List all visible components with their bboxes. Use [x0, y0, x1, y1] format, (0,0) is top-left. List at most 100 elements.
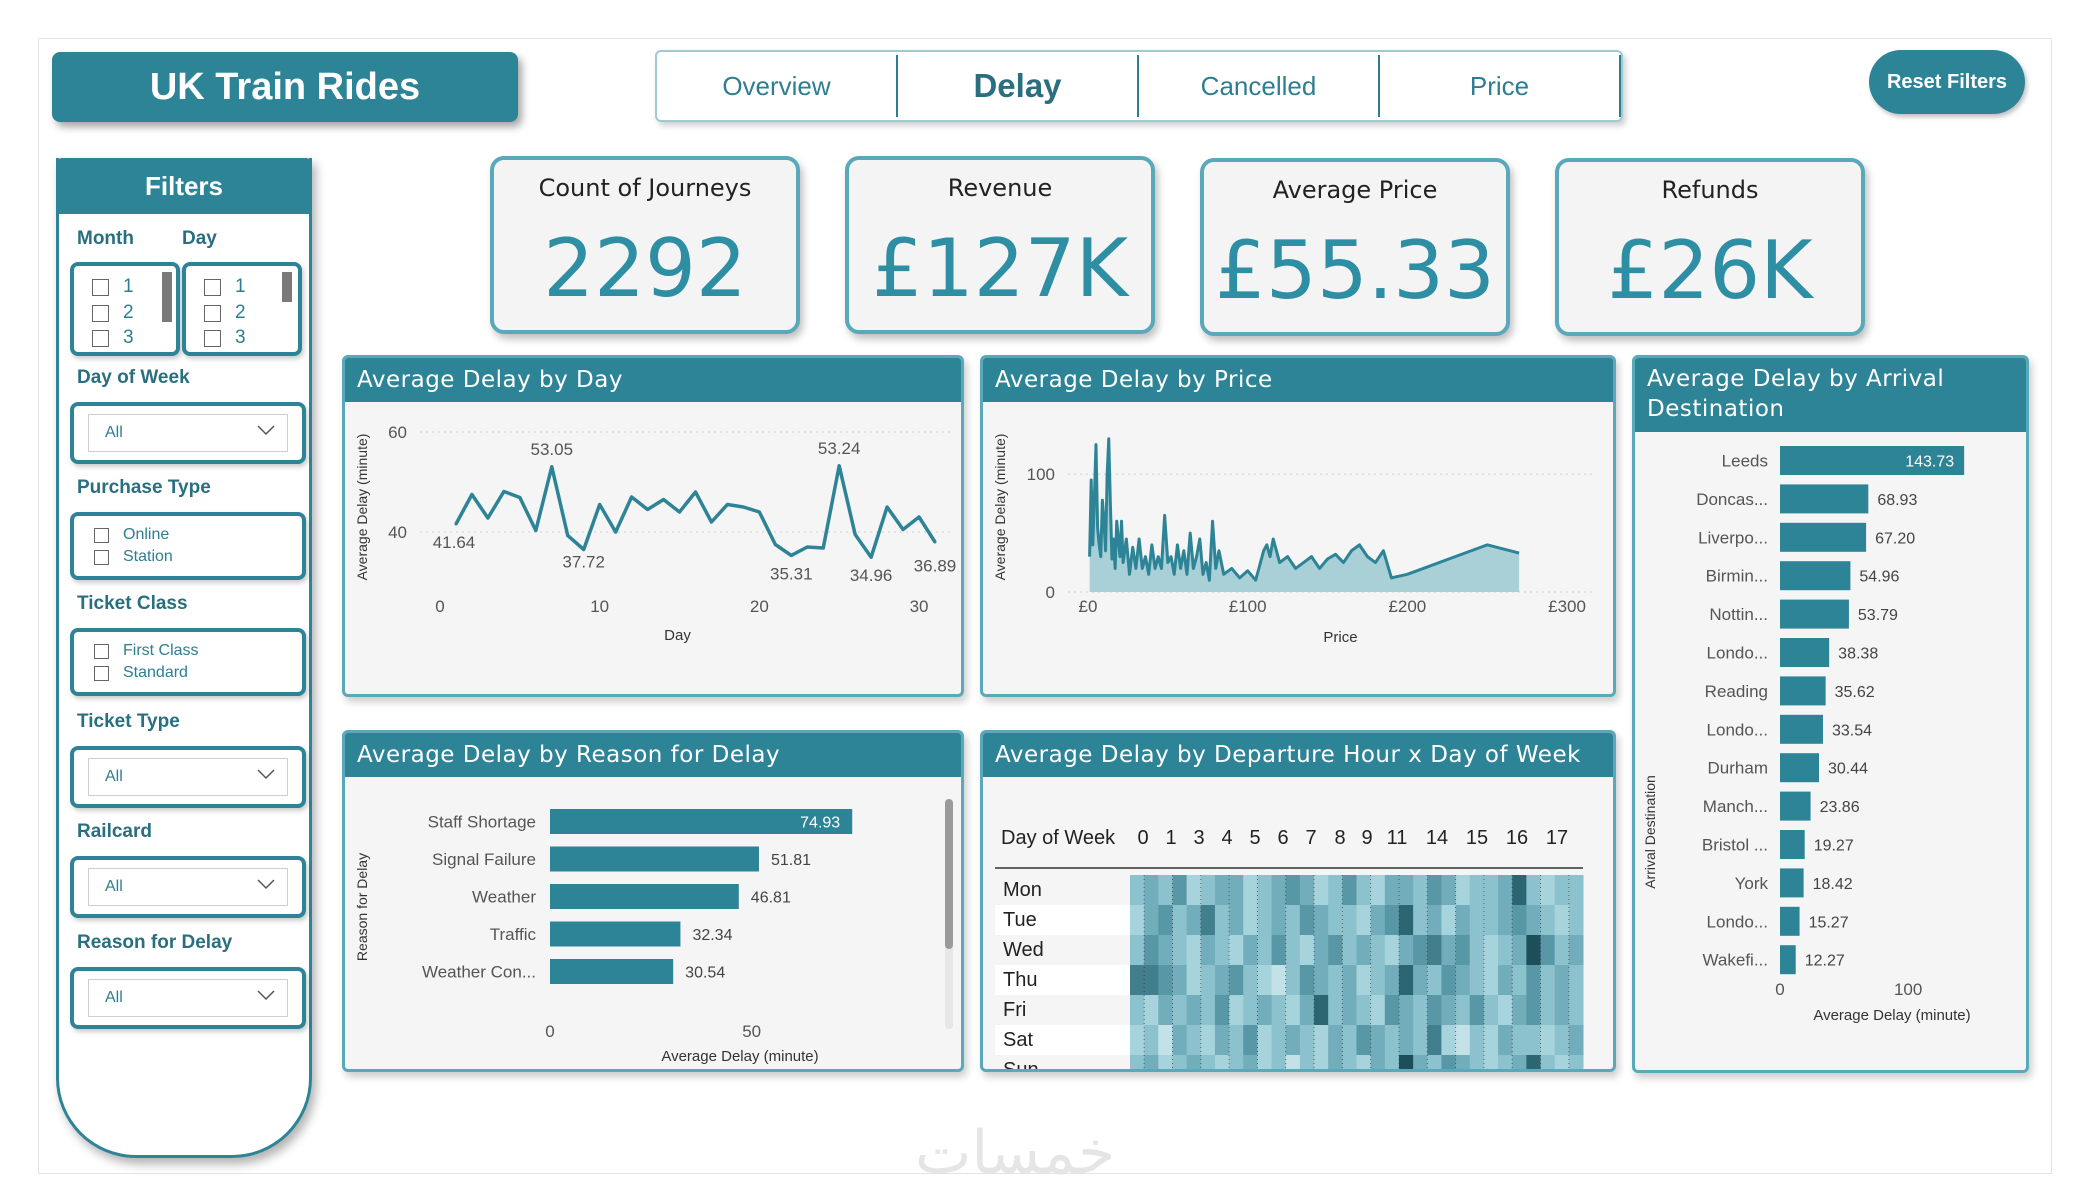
data-label: 32.34 — [692, 927, 732, 944]
y-axis-label: Reason for Delay — [354, 853, 370, 961]
heatmap-cell — [1498, 875, 1513, 906]
heatmap-cell — [1370, 935, 1386, 966]
heatmap-cell — [1540, 1055, 1556, 1069]
y-axis-label: Arrival Destination — [1642, 775, 1658, 889]
panel-title: Average Delay by Reason for Delay — [345, 733, 961, 777]
x-tick-label: 10 — [590, 597, 609, 616]
heatmap-cell — [1200, 935, 1216, 966]
heatmap-cell — [1271, 1025, 1287, 1056]
purchase-option-station[interactable]: Station — [94, 548, 173, 566]
day-option-1[interactable]: 1 — [204, 276, 246, 298]
day-option-2[interactable]: 2 — [204, 302, 246, 324]
heatmap-cell — [1427, 965, 1442, 996]
heatmap-cell — [1469, 995, 1485, 1026]
row-background — [995, 1055, 1130, 1069]
tab-delay[interactable]: Delay — [898, 55, 1139, 117]
row-background — [995, 965, 1130, 995]
heatmap-cell — [1498, 995, 1513, 1026]
heatmap-cell — [1158, 965, 1173, 996]
delay-by-destination-chart[interactable]: Leeds 143.73 Doncas... 68.93 Liverpo... 67.20… — [1635, 432, 2026, 1070]
heatmap-cell — [1455, 1055, 1471, 1069]
heatmap-cell — [1398, 875, 1414, 906]
heatmap-cell — [1540, 995, 1556, 1026]
data-point — [614, 530, 618, 534]
y-tick-label: 100 — [1027, 465, 1055, 484]
ticket-class-option-first[interactable]: First Class — [94, 642, 199, 660]
purchase-option-online[interactable]: Online — [94, 526, 169, 544]
data-point — [598, 503, 602, 506]
heatmap-cell — [1455, 905, 1471, 936]
data-label: 53.24 — [818, 439, 861, 458]
heatmap-cell — [1526, 965, 1542, 996]
row-background — [995, 935, 1130, 965]
ticket-type-dropdown[interactable]: All — [88, 758, 288, 796]
kpi-label: Refunds — [1661, 176, 1759, 204]
heatmap-cell — [1526, 935, 1542, 966]
reason-for-delay-slicer: All — [70, 967, 306, 1029]
heatmap-cell — [1186, 995, 1202, 1026]
heatmap-cell — [1568, 875, 1584, 906]
railcard-dropdown[interactable]: All — [88, 868, 288, 906]
day-of-week-dropdown[interactable]: All — [88, 414, 288, 452]
heatmap-cell — [1172, 905, 1188, 936]
row-label: Fri — [1003, 999, 1026, 1021]
heatmap-cell — [1144, 935, 1159, 966]
heatmap-cell — [1483, 935, 1499, 966]
checkbox-icon — [92, 329, 109, 347]
x-tick-label: 100 — [1894, 980, 1922, 999]
heatmap-cell — [1413, 995, 1428, 1026]
heatmap-cell — [1229, 995, 1244, 1026]
heatmap-cell — [1271, 965, 1287, 996]
tab-cancelled[interactable]: Cancelled — [1139, 55, 1380, 117]
heatmap-cell — [1172, 1055, 1188, 1069]
x-axis-label: Price — [1323, 629, 1357, 646]
category-label: Londo... — [1707, 912, 1768, 931]
month-option-3[interactable]: 3 — [92, 328, 134, 348]
data-label: 23.86 — [1820, 799, 1860, 816]
row-background — [995, 995, 1130, 1025]
day-scrollbar[interactable] — [282, 272, 292, 302]
heatmap-cell — [1356, 1025, 1372, 1056]
delay-heatmap-chart[interactable]: Day of Week 0 1 3 4 5 6 7 8 9 11 14 15 16 17 Mon Tue Wed T… — [983, 777, 1613, 1069]
reset-filters-button[interactable]: Reset Filters — [1869, 50, 2025, 114]
heatmap-cell — [1384, 875, 1400, 906]
heatmap-cell — [1144, 995, 1159, 1026]
day-of-week-slicer: All — [70, 402, 306, 464]
checkbox-icon — [204, 278, 221, 296]
data-label: 46.81 — [751, 890, 791, 907]
delay-by-price-chart[interactable]: £0 £100 £200 £300 0 100 Price Average Delay (mi… — [983, 402, 1613, 694]
panel-title: Average Delay by Departure Hour x Day of… — [983, 733, 1613, 777]
month-option-2[interactable]: 2 — [92, 302, 134, 324]
heatmap-cell — [1271, 995, 1287, 1026]
day-option-3[interactable]: 3 — [204, 328, 246, 348]
bar — [550, 884, 739, 909]
heatmap-cell — [1257, 875, 1273, 906]
reason-for-delay-dropdown[interactable]: All — [88, 979, 288, 1017]
heatmap-cell — [1469, 1055, 1485, 1069]
heatmap-cell — [1356, 1055, 1372, 1069]
heatmap-cell — [1413, 875, 1428, 906]
ticket-class-option-standard[interactable]: Standard — [94, 664, 188, 682]
kpi-label: Revenue — [947, 174, 1053, 202]
heatmap-cell — [1356, 935, 1372, 966]
heatmap-cell — [1384, 905, 1400, 936]
data-point — [454, 522, 458, 526]
month-option-1[interactable]: 1 — [92, 276, 134, 298]
report-title: UK Train Rides — [52, 52, 518, 122]
heatmap-cell — [1370, 1055, 1386, 1069]
heatmap-cell — [1130, 1025, 1145, 1056]
bar — [550, 809, 853, 834]
y-tick-label: 0 — [1046, 583, 1055, 602]
heatmap-cell — [1441, 935, 1457, 966]
heatmap-cell — [1554, 905, 1570, 936]
checkbox-icon — [94, 643, 109, 659]
kpi-card-revenue: Revenue £127K — [845, 156, 1155, 334]
delay-by-reason-chart[interactable]: Staff Shortage 74.93 Signal Failure 51.81 We… — [345, 777, 961, 1069]
bar — [1780, 791, 1811, 821]
tab-overview[interactable]: Overview — [657, 55, 898, 117]
month-scrollbar[interactable] — [162, 272, 172, 322]
tab-price[interactable]: Price — [1380, 55, 1621, 117]
heatmap-cell — [1200, 995, 1216, 1026]
heatmap-cell — [1214, 875, 1230, 906]
delay-by-day-chart[interactable]: 0 10 20 30 40 60 Day Average Delay (minute) 41.6… — [345, 402, 961, 694]
